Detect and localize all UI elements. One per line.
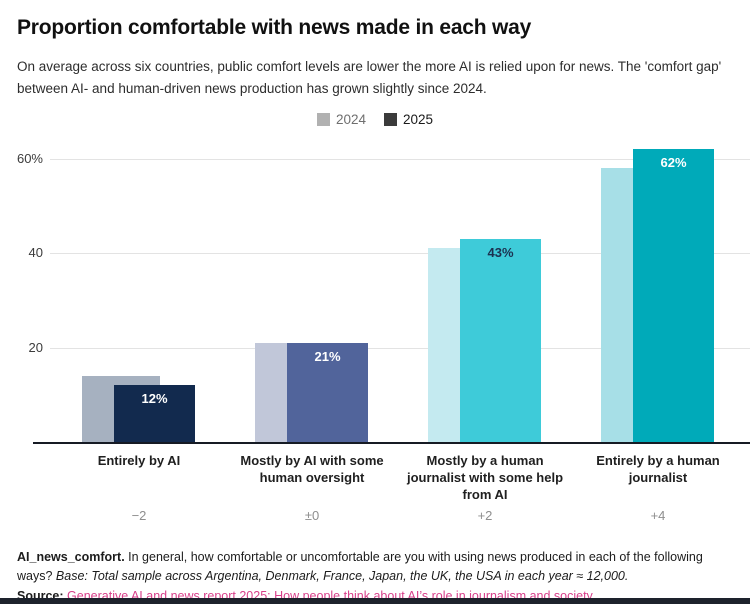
footnote-base: Base: Total sample across Argentina, Den… <box>55 569 629 584</box>
bar-2025-4: 62% <box>633 149 714 442</box>
change-label-1: −2 <box>131 508 147 523</box>
footnote-variable: AI_news_comfort. <box>17 550 125 564</box>
bar-value-label-1: 12% <box>141 391 168 407</box>
y-axis-tick-40: 40 <box>28 245 43 261</box>
bottom-divider-band <box>0 598 750 604</box>
change-label-4: +4 <box>650 508 666 523</box>
category-label-3: Mostly by a human journalist with some h… <box>406 453 564 502</box>
bar-value-label-4: 62% <box>660 155 687 171</box>
legend-swatch-2024 <box>316 112 330 126</box>
change-label-2: ±0 <box>304 508 320 523</box>
footnote-question: In general, how comfortable or uncomfort… <box>17 550 703 584</box>
bar-2025-2: 21% <box>287 342 368 442</box>
y-axis-tick-60: 60% <box>16 150 43 166</box>
gridline-20 <box>50 347 750 349</box>
bar-value-label-2: 21% <box>314 348 341 364</box>
x-axis-baseline <box>33 442 750 444</box>
category-label-2: Mostly by AI with some human oversight <box>240 453 384 485</box>
legend-item-2025: 2025 <box>384 112 433 127</box>
y-axis-tick-20: 20 <box>28 339 43 355</box>
bar-chart-plot-area: 20 40 60% 12% Entirely by AI −2 21% Mostly by A… <box>0 140 750 523</box>
chart-legend: 2024 2025 <box>0 110 750 128</box>
legend-swatch-2025 <box>384 112 397 126</box>
change-label-3: +2 <box>477 508 493 523</box>
legend-item-2024: 2024 <box>316 111 366 127</box>
gridline-40 <box>50 253 750 255</box>
legend-label-2024: 2024 <box>335 111 366 127</box>
chart-title: Proportion comfortable with news made in… <box>17 16 532 39</box>
footnote: AI_news_comfort. In general, how comfort… <box>17 548 741 587</box>
gridline-60 <box>50 158 750 160</box>
bar-2025-3: 43% <box>460 239 541 442</box>
legend-label-2025: 2025 <box>403 111 434 127</box>
bar-value-label-3: 43% <box>487 245 514 261</box>
bar-2025-1: 12% <box>114 385 195 442</box>
chart-subtitle: On average across six countries, public … <box>17 59 722 96</box>
category-label-4: Entirely by a human journalist <box>596 453 720 485</box>
category-label-1: Entirely by AI <box>97 453 181 468</box>
